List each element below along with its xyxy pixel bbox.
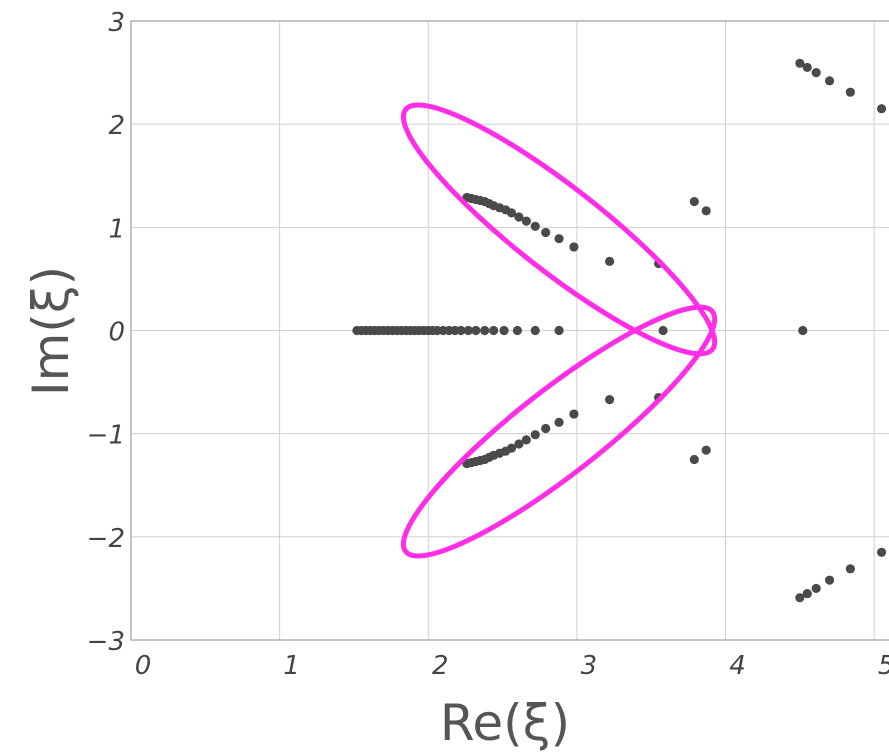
data-point (499, 325, 509, 336)
data-point (689, 196, 699, 207)
y-axis-label: Im(ξ) (22, 266, 80, 396)
data-point (554, 234, 564, 244)
data-point (554, 417, 564, 427)
data-point (845, 564, 855, 574)
data-point (541, 227, 551, 238)
data-point (845, 87, 855, 97)
data-point (824, 575, 835, 585)
plot-frame (130, 20, 889, 641)
data-point (811, 67, 821, 78)
data-point (521, 435, 531, 445)
y-tick-label: 0 (108, 318, 125, 348)
data-point (569, 242, 579, 252)
data-point (876, 104, 887, 114)
highlight-ellipse (400, 102, 718, 357)
x-tick-label: 3 (581, 651, 598, 681)
y-tick-label: −3 (87, 627, 125, 657)
y-tick-label: −1 (87, 421, 125, 451)
data-point (802, 588, 812, 599)
data-point (554, 325, 564, 336)
data-point (689, 454, 699, 465)
data-point (530, 430, 540, 440)
data-point (471, 325, 481, 336)
x-tick-label: 1 (283, 651, 300, 681)
highlight-ellipses (400, 102, 718, 559)
data-point (811, 583, 821, 594)
y-tick-label: 3 (108, 8, 125, 38)
x-tick-label: 2 (432, 651, 449, 681)
data-point (512, 325, 523, 336)
y-tick-label: 1 (108, 214, 125, 244)
y-tick-label: 2 (108, 111, 125, 141)
x-axis-label: Re(ξ) (440, 694, 570, 752)
data-point (514, 212, 524, 222)
data-point (541, 423, 551, 434)
data-point (506, 443, 517, 453)
data-point (604, 256, 615, 266)
x-tick-label: 5 (878, 651, 889, 681)
data-point (824, 76, 835, 86)
x-tick-label: 0 (135, 651, 152, 681)
data-point (463, 325, 473, 336)
data-point (569, 409, 579, 419)
y-tick-labels: −3 −2 −1 0 1 2 3 (87, 8, 125, 657)
highlight-ellipse (400, 304, 718, 559)
data-point (530, 221, 540, 231)
x-tick-labels: 0 1 2 3 4 5 (135, 651, 889, 681)
data-point (802, 62, 812, 73)
data-point (795, 593, 805, 603)
data-point (489, 325, 499, 336)
grid (131, 21, 889, 640)
data-point (798, 325, 808, 336)
data-point (604, 395, 615, 405)
data-point (876, 547, 887, 557)
data-point (480, 325, 490, 336)
data-point (456, 325, 466, 336)
y-tick-label: −2 (87, 524, 125, 554)
data-point (514, 439, 524, 449)
data-points (352, 58, 887, 603)
data-point (521, 216, 531, 226)
data-point (658, 325, 668, 336)
data-point (506, 208, 517, 218)
data-point (795, 58, 805, 68)
x-tick-label: 4 (729, 651, 746, 681)
data-point (701, 445, 711, 455)
data-point (530, 325, 540, 336)
data-point (701, 206, 711, 216)
